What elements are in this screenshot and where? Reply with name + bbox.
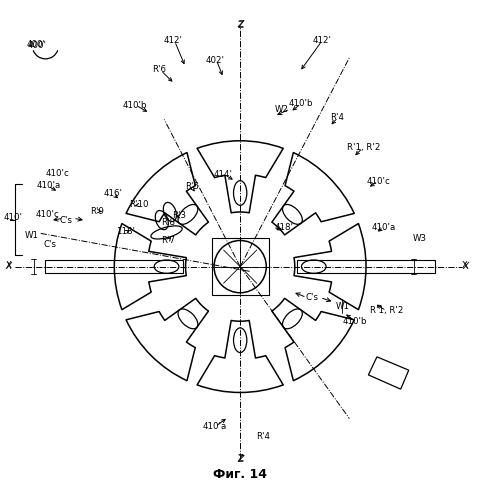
Text: R'1, R'2: R'1, R'2 — [347, 144, 380, 152]
Text: C's: C's — [59, 216, 72, 225]
Text: Фиг. 14: Фиг. 14 — [213, 468, 267, 480]
Text: W1: W1 — [335, 302, 349, 310]
Text: R'6: R'6 — [152, 65, 166, 74]
Text: 410'a: 410'a — [36, 182, 60, 190]
Text: R'3: R'3 — [172, 212, 186, 220]
Text: 412': 412' — [313, 36, 332, 44]
Text: W2: W2 — [275, 106, 289, 114]
Text: 418': 418' — [274, 222, 293, 232]
Text: 402': 402' — [205, 56, 225, 64]
Text: Z: Z — [237, 454, 243, 464]
Text: Z: Z — [237, 20, 243, 29]
Text: R'10: R'10 — [129, 200, 149, 209]
Text: X: X — [461, 260, 467, 270]
Text: R'4: R'4 — [256, 432, 270, 440]
Text: 118': 118' — [116, 228, 135, 236]
Text: 416': 416' — [103, 190, 123, 198]
Text: Z: Z — [237, 22, 243, 30]
Text: 400': 400' — [27, 42, 46, 50]
Text: 412': 412' — [163, 36, 182, 44]
Text: R'7: R'7 — [161, 236, 175, 245]
Text: 410'b: 410'b — [343, 316, 367, 326]
Text: 410'b: 410'b — [289, 99, 313, 108]
Text: X: X — [463, 262, 469, 271]
Text: 410': 410' — [4, 213, 23, 222]
Text: 410'c: 410'c — [36, 210, 60, 219]
Text: X: X — [5, 260, 11, 270]
Text: 410'c: 410'c — [46, 168, 69, 177]
Text: R'8: R'8 — [161, 218, 175, 227]
Text: 414': 414' — [214, 170, 233, 178]
Text: 400': 400' — [26, 40, 46, 50]
Text: R'1, R'2: R'1, R'2 — [370, 306, 403, 316]
Text: X: X — [5, 262, 11, 271]
Text: R'5: R'5 — [185, 182, 199, 192]
Text: Z: Z — [237, 456, 243, 464]
Text: W1: W1 — [25, 232, 39, 240]
Text: R'4: R'4 — [331, 114, 344, 122]
Text: W3: W3 — [413, 234, 427, 242]
Text: 410'c: 410'c — [367, 176, 391, 186]
Text: R'9: R'9 — [90, 206, 103, 216]
Text: C's: C's — [44, 240, 57, 249]
Text: 410'b: 410'b — [123, 100, 147, 110]
Text: 410'a: 410'a — [203, 422, 227, 431]
Text: 410'a: 410'a — [371, 222, 396, 232]
Text: C's: C's — [306, 293, 319, 302]
